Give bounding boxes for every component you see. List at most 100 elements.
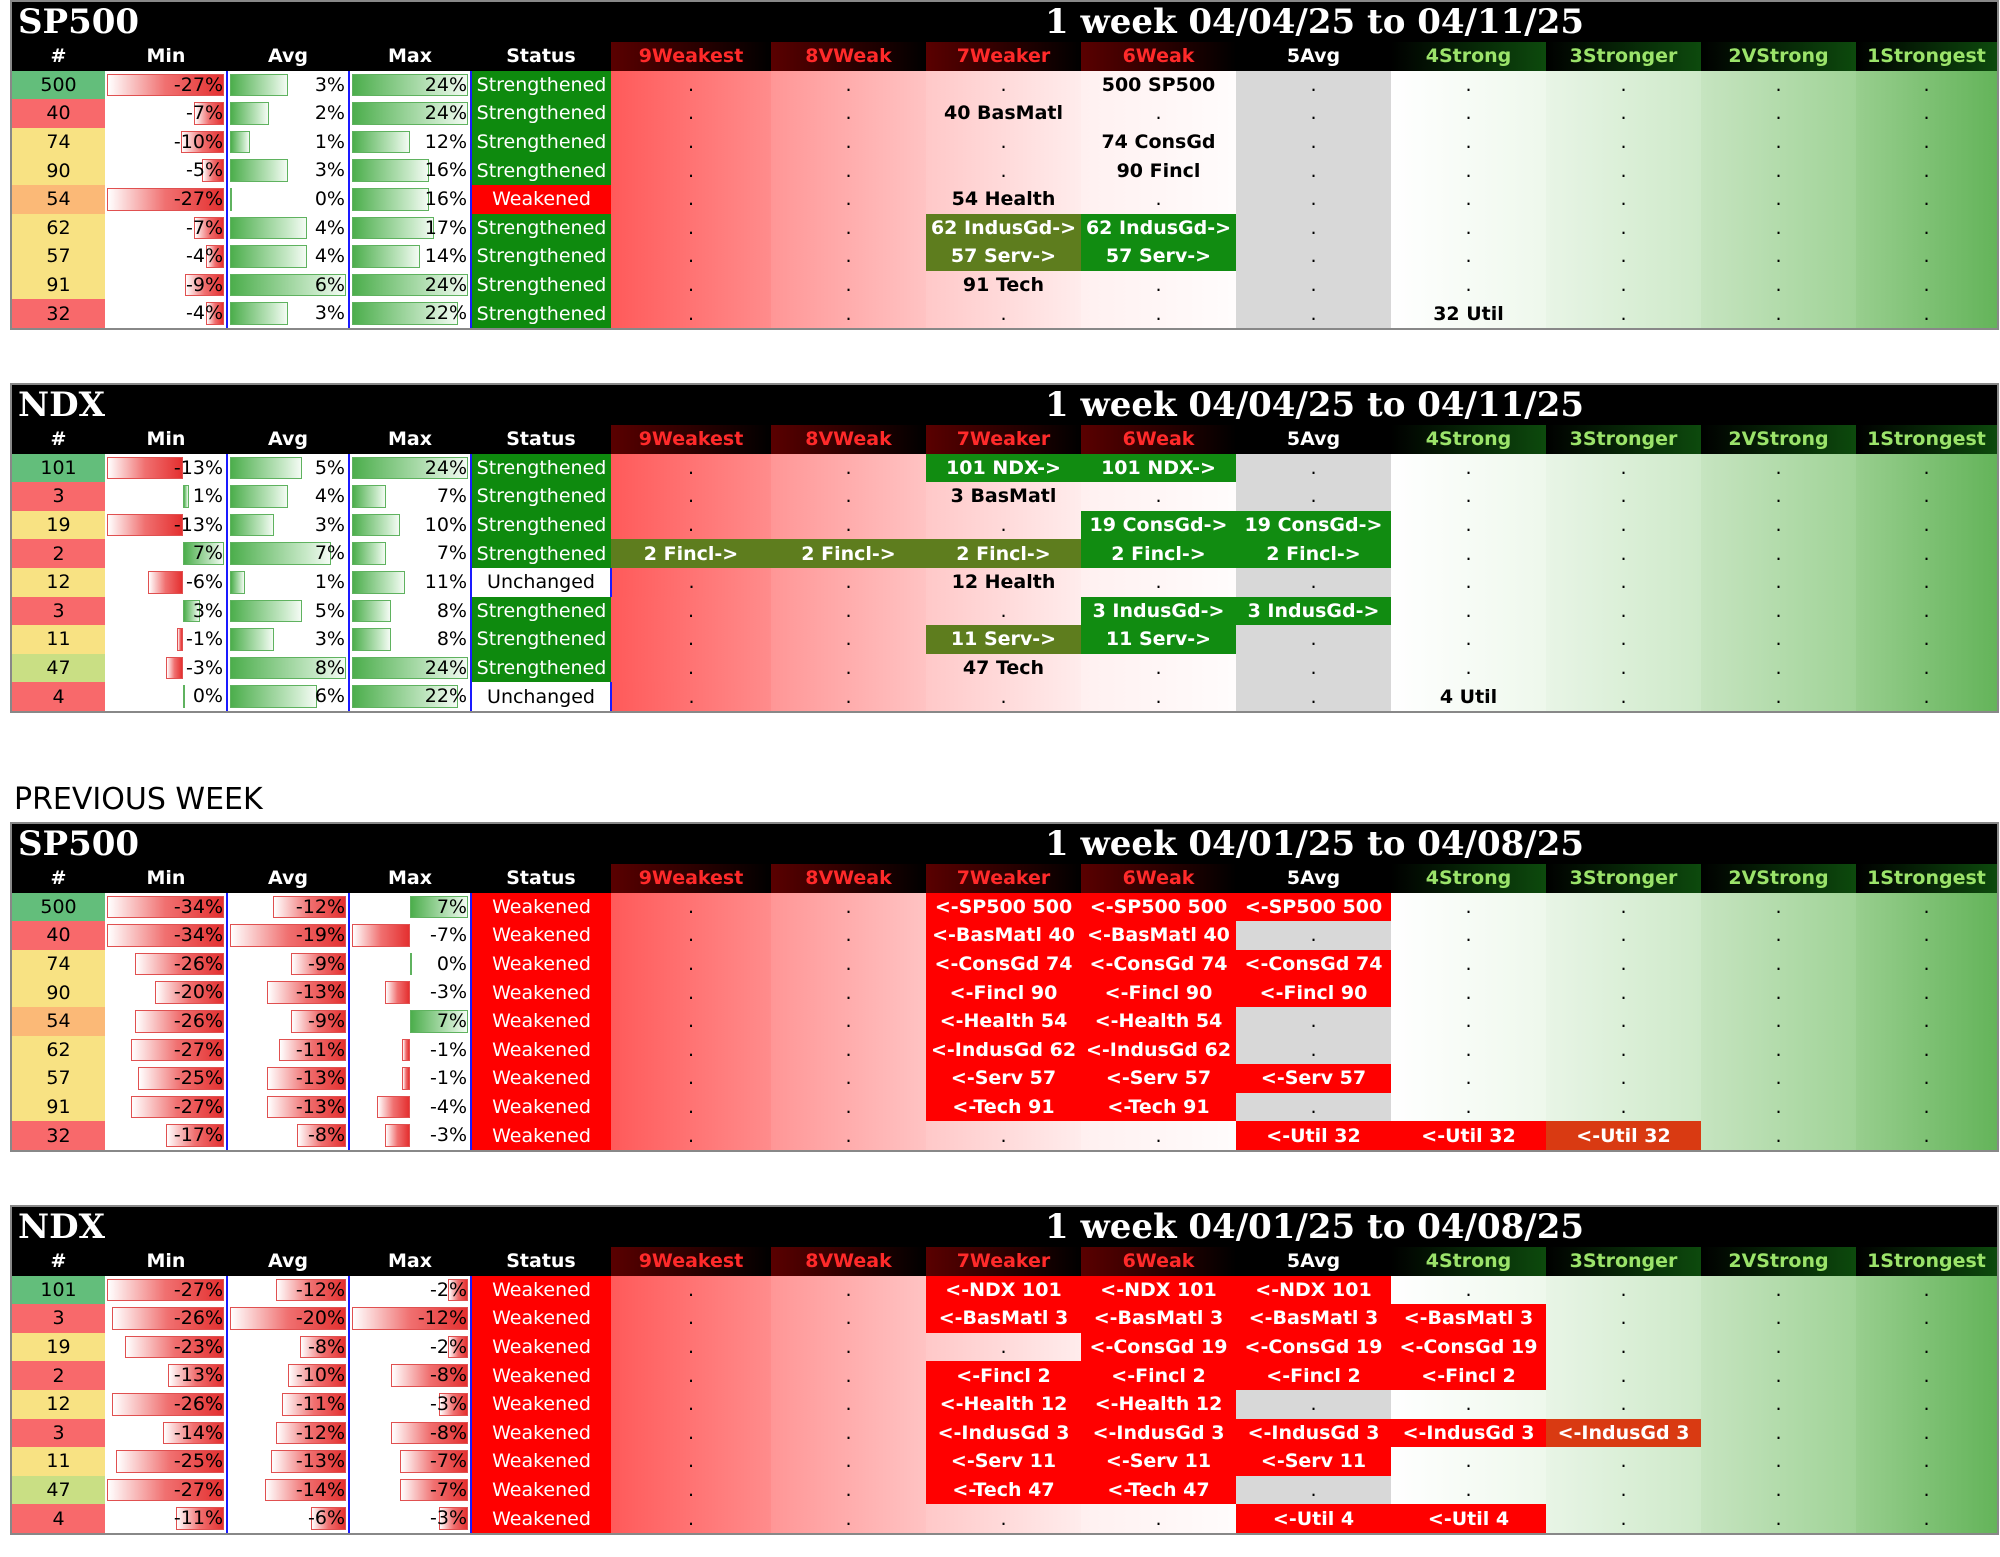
strength-cell: . [611,184,771,214]
col-header: 3Stronger [1546,425,1701,454]
strength-cell: . [611,892,771,922]
table-row: 2 -13% -10% -8% Weakened.. <-Fincl 2 <-Fincl 2… [12,1361,1997,1390]
min-value: -14% [173,1421,223,1444]
row-count: 3 [12,1304,105,1333]
table-row: 4 0% 6% 22% Unchanged..... 4 Util... [12,682,1997,711]
strength-cell: . [1546,1064,1701,1093]
max-value: -12% [417,1307,467,1330]
min-value: -7% [186,102,223,125]
min-bar [182,599,201,623]
strength-cell: . [1081,184,1236,214]
panel-title-bar: SP500 1 week 04/01/25 to 04/08/25 [12,824,1997,864]
strength-cell: <-Fincl 2 [1081,1361,1236,1390]
strength-cell: . [1701,1475,1856,1505]
strength-cell: <-Serv 11 [1081,1447,1236,1476]
avg-bar [230,73,288,97]
strength-cell: . [1236,482,1391,511]
strength-cell: . [1856,1304,1997,1333]
avg-cell: -20% [227,1304,350,1333]
strength-cell: . [1391,949,1546,979]
col-header: 9Weakest [611,864,771,893]
avg-bar [266,1067,346,1090]
strength-cell: <-Tech 91 [1081,1092,1236,1122]
min-bar [184,273,224,297]
max-bar [438,1507,468,1530]
col-header: 8VWeak [771,864,926,893]
row-count: 57 [12,242,105,271]
row-count: 54 [12,1006,105,1036]
strength-cell: <-Util 32 [1391,1121,1546,1150]
status-cell: Strengthened [471,242,611,271]
avg-bar [272,895,346,919]
strength-cell: . [1701,567,1856,597]
avg-value: -13% [295,981,345,1004]
col-header: 2VStrong [1701,42,1856,71]
strength-cell: . [611,653,771,683]
max-bar [385,1124,410,1147]
max-bar [352,485,386,508]
avg-bar [230,273,346,297]
max-bar [385,981,410,1004]
strength-cell: . [611,482,771,511]
min-cell: -1% [105,625,228,654]
strength-cell: . [1856,1389,1997,1419]
min-value: 3% [192,599,223,622]
max-cell: -3% [349,978,472,1007]
col-header: 1Strongest [1856,1247,1997,1276]
strength-cell: 2 Fincl-> [1081,539,1236,568]
avg-value: -9% [308,1009,345,1032]
avg-value: 1% [314,130,345,153]
min-value: -27% [173,1278,223,1301]
avg-value: -8% [308,1335,345,1358]
strength-cell: . [1081,1504,1236,1533]
max-bar [352,73,468,97]
max-value: 7% [436,485,467,508]
strength-cell: . [1856,949,1997,979]
strength-cell: <-BasMatl 40 [926,921,1081,950]
col-header: # [12,425,105,454]
date-range: 1 week 04/01/25 to 04/08/25 [1044,1207,1585,1247]
row-count: 500 [12,892,105,922]
avg-bar [230,485,288,508]
panel-title-bar: NDX 1 week 04/01/25 to 04/08/25 [12,1207,1997,1247]
min-value: -26% [173,1009,223,1032]
strength-cell: <-BasMatl 3 [926,1304,1081,1333]
col-header: Status [471,1247,611,1276]
strength-cell: 12 Health [926,567,1081,597]
status-cell: Weakened [471,892,611,922]
strength-cell: . [1391,596,1546,626]
strength-cell: . [926,682,1081,711]
strength-cell: . [771,1006,926,1036]
strength-cell: <-IndusGd 3 [1236,1418,1391,1448]
table-row: 101 -27% -12% -2% Weakened.. <-NDX 101 <-NDX 1… [12,1275,1997,1305]
min-cell: -9% [105,270,228,300]
col-header: 5Avg [1236,1247,1391,1276]
strength-cell: . [1391,1275,1546,1305]
avg-value: -13% [295,1067,345,1090]
table-row: 3 3% 5% 8% Strengthened... 3 IndusGd-> 3 Indus… [12,596,1997,626]
min-value: -23% [173,1335,223,1358]
strength-cell: . [1546,892,1701,922]
strength-cell: 2 Fincl-> [611,539,771,568]
strength-cell: . [926,70,1081,100]
table-row: 40 -7% 2% 24% Strengthened.. 40 BasMatl...... [12,99,1997,128]
col-header: 1Strongest [1856,42,1997,71]
strength-cell: . [1856,184,1997,214]
strength-cell: . [1546,1006,1701,1036]
min-cell: -6% [105,567,228,597]
max-bar [352,216,435,240]
strength-cell: . [611,1035,771,1065]
avg-value: -12% [295,895,345,918]
avg-bar [276,1278,346,1302]
strength-cell: <-IndusGd 3 [1391,1418,1546,1448]
row-count: 3 [12,1418,105,1448]
min-bar [111,1392,224,1416]
strength-cell: . [771,1389,926,1419]
min-cell: -4% [105,299,228,328]
strength-cell: <-Health 12 [926,1389,1081,1419]
avg-bar [276,1421,346,1445]
strength-cell: . [611,1504,771,1533]
status-cell: Weakened [471,1035,611,1065]
table-row: 91 -27% -13% -4% Weakened.. <-Tech 91 <-Tech 9… [12,1092,1997,1122]
strength-cell: . [771,1447,926,1476]
